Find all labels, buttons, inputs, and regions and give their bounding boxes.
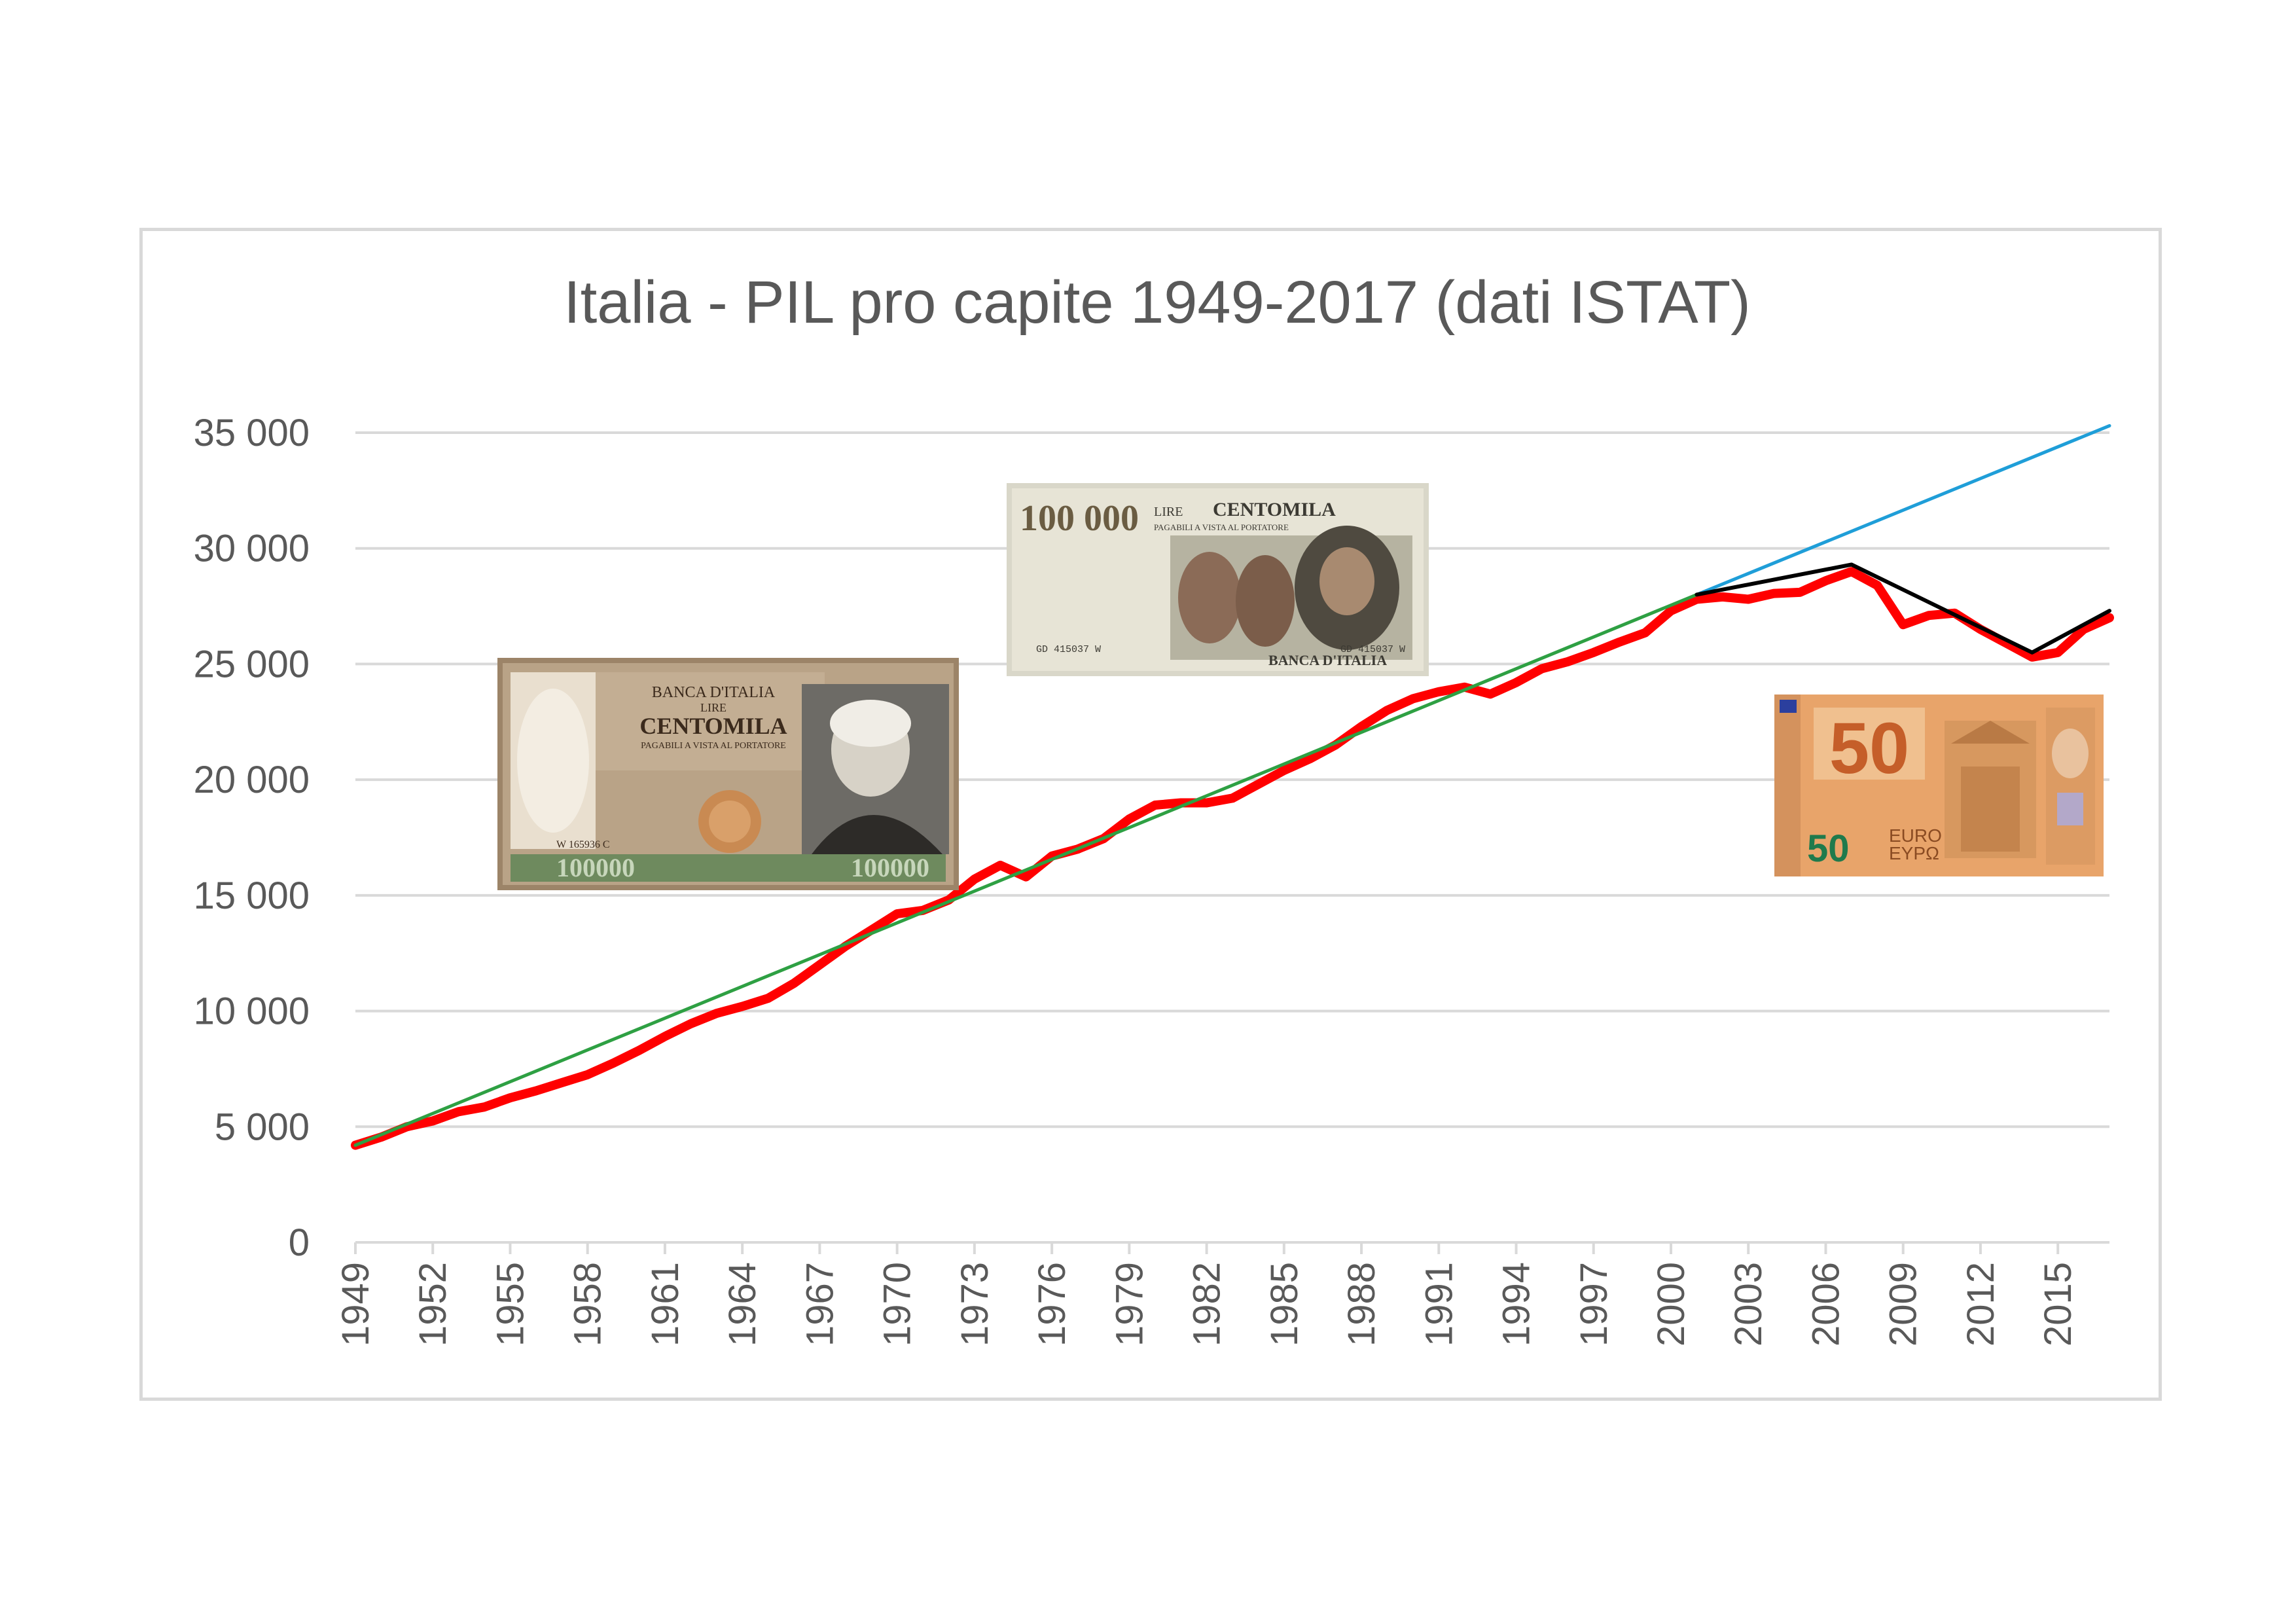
note-left-name-text: CENTOMILA xyxy=(639,713,787,739)
x-tick-label: 1970 xyxy=(876,1262,919,1346)
series-group xyxy=(351,424,2114,1150)
banknote-lire-caravaggio-image: 100 000 LIRE CENTOMILA PAGABILI A VISTA … xyxy=(1007,483,1429,676)
note-right-currency-text: EURO xyxy=(1889,825,1942,846)
note-right-currency-greek-text: ΕΥΡΩ xyxy=(1889,843,1939,863)
y-tick-label: 35 000 xyxy=(194,412,310,454)
y-tick-label: 20 000 xyxy=(194,759,310,801)
note-left-serial-text: W 165936 C xyxy=(556,839,609,850)
x-tick-label: 2006 xyxy=(1804,1262,1847,1346)
note-right-value-small-text: 50 xyxy=(1807,827,1850,870)
x-tick-label: 1976 xyxy=(1031,1262,1073,1346)
note-right-value-large-text: 50 xyxy=(1829,708,1909,789)
x-tick-label: 1979 xyxy=(1108,1262,1151,1346)
x-tick-label: 1958 xyxy=(567,1262,609,1346)
note-left-bank-text: BANCA D'ITALIA xyxy=(652,684,776,701)
note-left-payable-text: PAGABILI A VISTA AL PORTATORE xyxy=(641,741,786,751)
x-tick-label: 1982 xyxy=(1186,1262,1229,1346)
x-tick-label: 1964 xyxy=(721,1262,764,1346)
y-tick-label: 15 000 xyxy=(194,875,310,917)
x-tick-label: 1991 xyxy=(1418,1262,1460,1346)
x-tick-label: 1967 xyxy=(798,1262,841,1346)
chart-title: Italia - PIL pro capite 1949-2017 (dati … xyxy=(564,269,1751,336)
x-tick-label: 2009 xyxy=(1882,1262,1925,1346)
x-tick-label: 1973 xyxy=(954,1262,996,1346)
banknote-euro-50-image: 50 50 EURO ΕΥΡΩ xyxy=(1774,695,2104,876)
x-tick-label: 1955 xyxy=(489,1262,531,1346)
note-center-name-text: CENTOMILA xyxy=(1213,499,1336,520)
y-tick-label: 0 xyxy=(289,1221,310,1264)
y-tick-label: 5 000 xyxy=(215,1106,310,1148)
note-left-unit-text: LIRE xyxy=(700,701,726,714)
series-line-trend-1949-2001 xyxy=(353,592,1698,1147)
x-tick-label: 1988 xyxy=(1340,1262,1383,1346)
x-tick-label: 1949 xyxy=(334,1262,377,1346)
note-center-serial-text: GD 415037 W xyxy=(1036,644,1101,655)
note-left-value-text: 100000 xyxy=(556,853,635,882)
note-center-payable-text: PAGABILI A VISTA AL PORTATORE xyxy=(1154,522,1289,532)
series-line-trend-2001-2017 xyxy=(1695,562,2111,655)
series-line-pil-pro-capite xyxy=(351,567,2114,1150)
note-center-unit-text: LIRE xyxy=(1154,505,1183,519)
x-tick-label: 1952 xyxy=(412,1262,454,1346)
series-line-trend-projection xyxy=(1695,424,2111,596)
x-axis: 1949 1952 1955 1958 1961 1964 1967 1970 1973 1976… xyxy=(334,1241,2109,1346)
x-tick-label: 1961 xyxy=(644,1262,687,1346)
x-tick-label: 1994 xyxy=(1496,1262,1538,1346)
note-center-bank-text: BANCA D'ITALIA xyxy=(1268,652,1387,668)
x-tick-label: 1997 xyxy=(1573,1262,1615,1346)
note-left-value-text-2: 100000 xyxy=(851,853,929,882)
y-tick-label: 25 000 xyxy=(194,643,310,685)
x-tick-label: 2000 xyxy=(1650,1262,1693,1346)
note-center-serial-text-2: GD 415037 W xyxy=(1340,644,1405,655)
x-tick-label: 2015 xyxy=(2037,1262,2079,1346)
chart-frame: Italia - PIL pro capite 1949-2017 (dati … xyxy=(139,228,2162,1401)
y-tick-label: 30 000 xyxy=(194,528,310,570)
banknote-lire-manzoni-image: BANCA D'ITALIA LIRE CENTOMILA PAGABILI A… xyxy=(497,658,959,890)
chart-svg: Italia - PIL pro capite 1949-2017 (dati … xyxy=(194,269,2114,1346)
y-axis: 0 5 000 10 000 15 000 20 000 25 000 30 000 35 0… xyxy=(194,412,310,1264)
x-tick-label: 1985 xyxy=(1263,1262,1306,1346)
y-tick-label: 10 000 xyxy=(194,990,310,1033)
x-tick-label: 2003 xyxy=(1727,1262,1770,1346)
x-tick-label: 2012 xyxy=(1960,1262,2002,1346)
note-center-value-text: 100 000 xyxy=(1020,498,1139,539)
